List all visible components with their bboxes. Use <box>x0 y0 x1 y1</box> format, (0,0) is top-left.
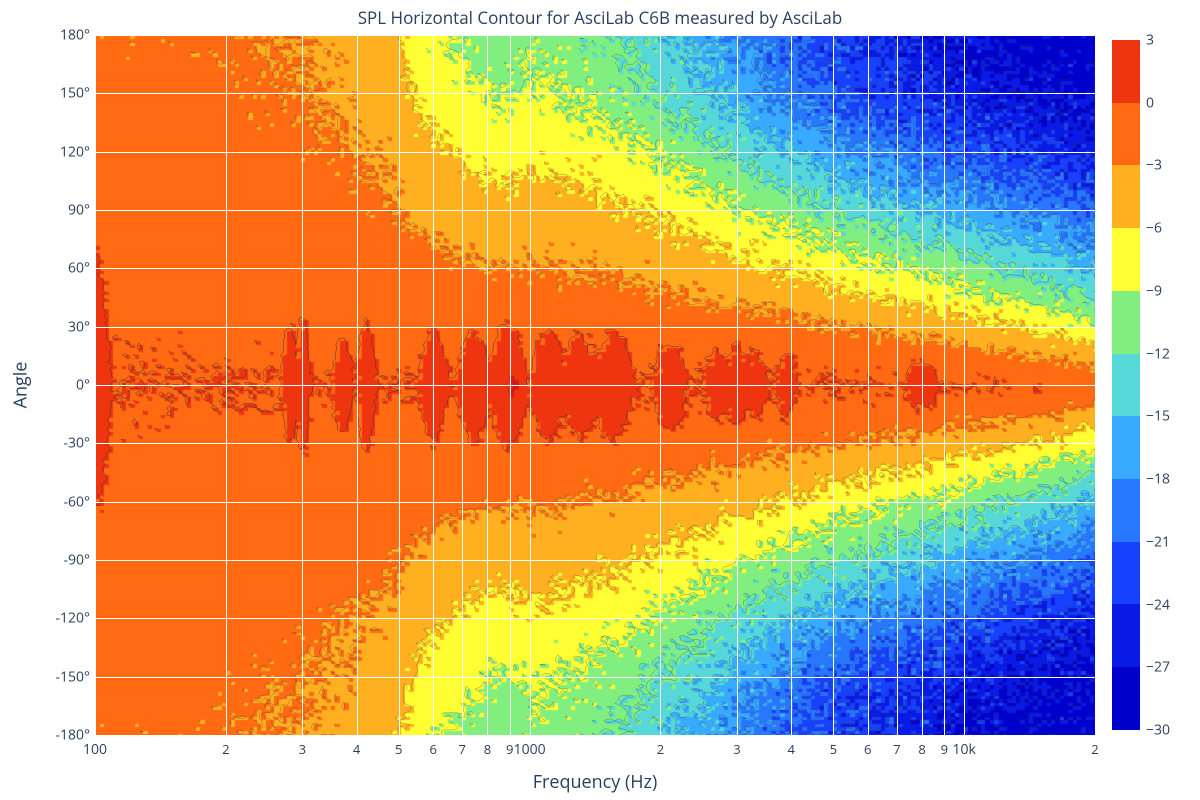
y-tick: -180° <box>30 726 90 745</box>
colorbar-segment <box>1112 228 1140 291</box>
colorbar-tick: −9 <box>1146 281 1162 300</box>
colorbar-segment <box>1112 479 1140 542</box>
y-tick: -150° <box>30 667 90 686</box>
y-tick: -60° <box>30 492 90 511</box>
x-tick-minor: 2 <box>1091 740 1098 758</box>
colorbar-tick: −6 <box>1146 219 1162 238</box>
colorbar-segment <box>1112 354 1140 417</box>
x-tick-minor: 6 <box>429 740 436 758</box>
x-tick-minor: 3 <box>733 740 740 758</box>
x-tick: 10k <box>952 740 975 759</box>
colorbar-segment <box>1112 542 1140 605</box>
y-tick: 180° <box>30 26 90 45</box>
x-tick-minor: 4 <box>788 740 795 758</box>
colorbar-tick: −18 <box>1146 470 1170 489</box>
colorbar[interactable]: −30−27−24−21−18−15−12−9−6−303 <box>1112 40 1140 730</box>
colorbar-tick: −27 <box>1146 658 1170 677</box>
x-tick-minor: 4 <box>353 740 360 758</box>
colorbar-tick: 3 <box>1146 31 1154 50</box>
y-tick: 90° <box>30 201 90 220</box>
x-tick-minor: 2 <box>657 740 664 758</box>
x-axis-label: Frequency (Hz) <box>95 770 1095 794</box>
colorbar-segment <box>1112 291 1140 354</box>
y-tick: 60° <box>30 259 90 278</box>
y-tick: -120° <box>30 609 90 628</box>
spl-contour-chart: SPL Horizontal Contour for AsciLab C6B m… <box>0 0 1200 800</box>
plot-area[interactable] <box>95 35 1095 735</box>
colorbar-tick: −3 <box>1146 156 1162 175</box>
x-tick-minor: 5 <box>830 740 837 758</box>
y-tick: -90° <box>30 551 90 570</box>
colorbar-tick: −12 <box>1146 344 1170 363</box>
colorbar-segment <box>1112 604 1140 667</box>
x-tick-minor: 5 <box>395 740 402 758</box>
chart-title: SPL Horizontal Contour for AsciLab C6B m… <box>0 6 1200 29</box>
y-tick: -30° <box>30 434 90 453</box>
x-tick-minor: 8 <box>484 740 491 758</box>
x-tick: 1000 <box>514 740 546 759</box>
colorbar-segment <box>1112 667 1140 730</box>
colorbar-segment <box>1112 103 1140 166</box>
y-tick: 0° <box>30 376 90 395</box>
y-tick: 120° <box>30 142 90 161</box>
x-tick-minor: 9 <box>506 740 513 758</box>
colorbar-segment <box>1112 40 1140 103</box>
y-tick: 30° <box>30 317 90 336</box>
colorbar-tick: −24 <box>1146 595 1170 614</box>
x-tick-minor: 7 <box>893 740 900 758</box>
colorbar-tick: −30 <box>1146 721 1170 740</box>
x-tick-minor: 2 <box>222 740 229 758</box>
colorbar-tick: −15 <box>1146 407 1170 426</box>
colorbar-tick: 0 <box>1146 93 1154 112</box>
y-tick: 150° <box>30 84 90 103</box>
x-tick-minor: 3 <box>299 740 306 758</box>
colorbar-segment <box>1112 416 1140 479</box>
x-tick-minor: 7 <box>459 740 466 758</box>
colorbar-segment <box>1112 165 1140 228</box>
x-tick-minor: 8 <box>918 740 925 758</box>
x-tick-minor: 9 <box>941 740 948 758</box>
x-tick-minor: 6 <box>864 740 871 758</box>
colorbar-tick: −21 <box>1146 532 1170 551</box>
